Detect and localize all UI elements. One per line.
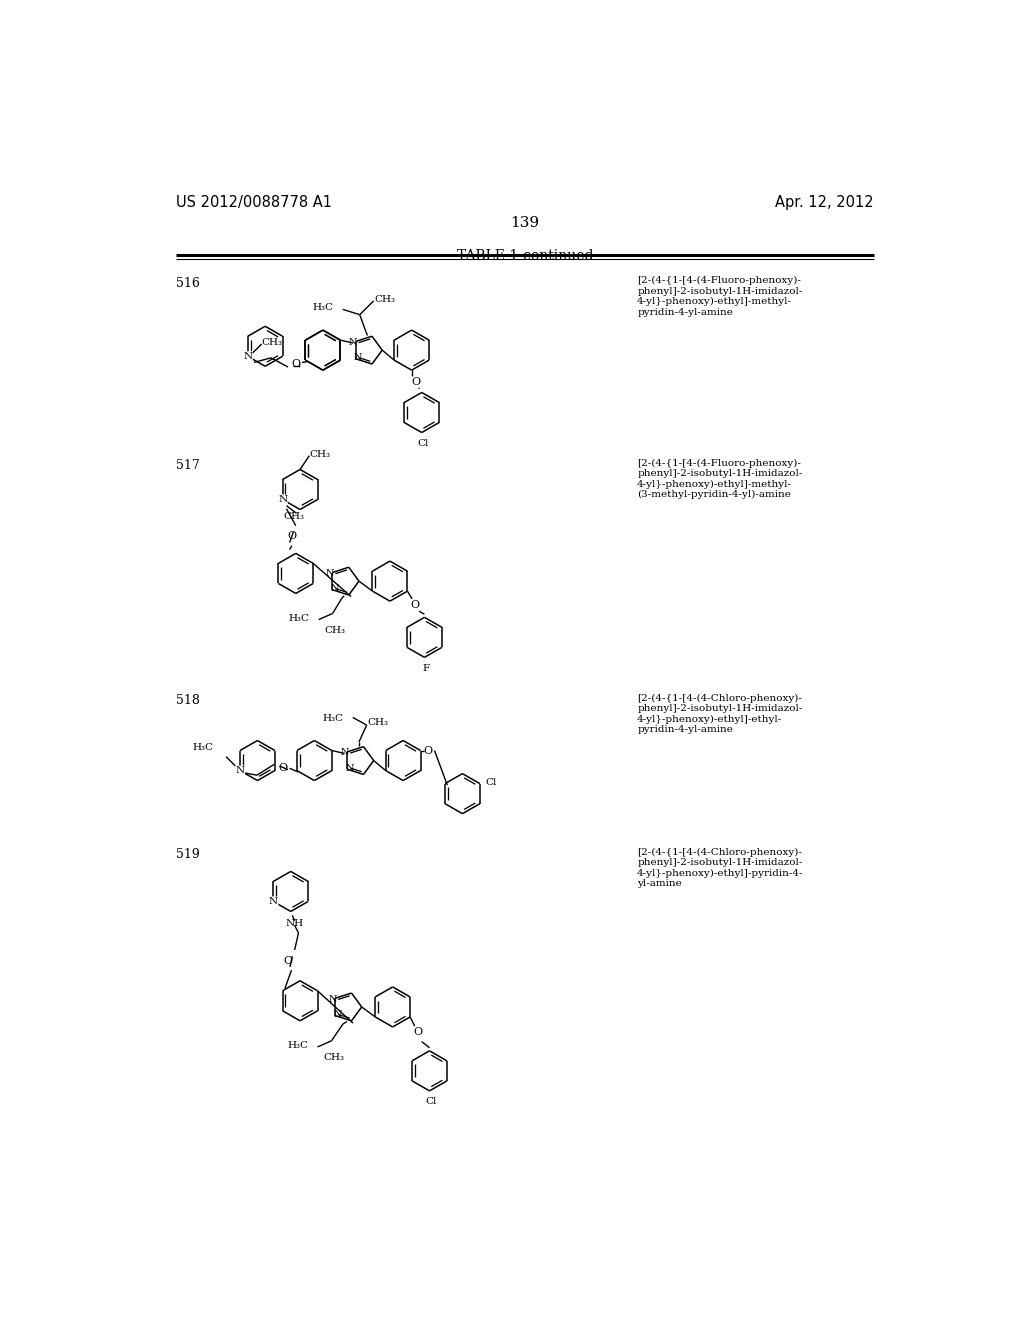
Text: F: F	[423, 664, 429, 673]
Text: 139: 139	[510, 216, 540, 230]
Text: N: N	[236, 766, 245, 775]
Text: US 2012/0088778 A1: US 2012/0088778 A1	[176, 195, 332, 210]
Text: CH₃: CH₃	[374, 294, 395, 304]
Text: N: N	[279, 495, 287, 504]
Text: CH₃: CH₃	[324, 1053, 344, 1063]
Text: Cl: Cl	[418, 438, 429, 447]
Text: O: O	[279, 763, 288, 774]
Text: CH₃: CH₃	[309, 450, 331, 458]
Text: 518: 518	[176, 693, 200, 706]
Text: NH: NH	[286, 919, 304, 928]
Text: TABLE 1-continued: TABLE 1-continued	[457, 249, 593, 263]
Text: H₃C: H₃C	[193, 743, 214, 752]
Text: [2-(4-{1-[4-(4-Fluoro-phenoxy)-
phenyl]-2-isobutyl-1H-imidazol-
4-yl}-phenoxy)-e: [2-(4-{1-[4-(4-Fluoro-phenoxy)- phenyl]-…	[637, 459, 803, 499]
Text: H₃C: H₃C	[312, 302, 334, 312]
Text: O: O	[414, 1027, 423, 1038]
Text: N: N	[331, 585, 339, 594]
Text: 516: 516	[176, 277, 200, 290]
Text: N: N	[329, 994, 337, 1003]
Text: O: O	[291, 359, 300, 370]
Text: N: N	[345, 764, 353, 774]
Text: [2-(4-{1-[4-(4-Fluoro-phenoxy)-
phenyl]-2-isobutyl-1H-imidazol-
4-yl}-phenoxy)-e: [2-(4-{1-[4-(4-Fluoro-phenoxy)- phenyl]-…	[637, 276, 803, 317]
Text: Cl: Cl	[425, 1097, 437, 1106]
Text: O: O	[424, 746, 433, 755]
Text: O: O	[411, 601, 420, 610]
Text: O: O	[411, 376, 420, 387]
Text: N: N	[349, 338, 357, 347]
Text: N: N	[268, 898, 278, 906]
Text: [2-(4-{1-[4-(4-Chloro-phenoxy)-
phenyl]-2-isobutyl-1H-imidazol-
4-yl}-phenoxy)-e: [2-(4-{1-[4-(4-Chloro-phenoxy)- phenyl]-…	[637, 847, 804, 888]
Text: 519: 519	[176, 847, 200, 861]
Text: CH₃: CH₃	[283, 512, 304, 521]
Text: CH₃: CH₃	[325, 626, 345, 635]
Text: N: N	[243, 352, 252, 360]
Text: H₃C: H₃C	[323, 714, 343, 723]
Text: O: O	[284, 956, 293, 966]
Text: CH₃: CH₃	[367, 718, 388, 727]
Text: H₃C: H₃C	[287, 1041, 308, 1049]
Text: Cl: Cl	[485, 777, 497, 787]
Text: H₃C: H₃C	[289, 614, 309, 623]
Text: O: O	[288, 532, 297, 541]
Text: N: N	[333, 1010, 342, 1019]
Text: CH₃: CH₃	[261, 338, 283, 347]
Text: 517: 517	[176, 459, 200, 471]
Text: N: N	[340, 748, 349, 758]
Text: [2-(4-{1-[4-(4-Chloro-phenoxy)-
phenyl]-2-isobutyl-1H-imidazol-
4-yl}-phenoxy)-e: [2-(4-{1-[4-(4-Chloro-phenoxy)- phenyl]-…	[637, 693, 803, 734]
Text: N: N	[353, 354, 362, 363]
Text: N: N	[326, 569, 334, 578]
Text: Apr. 12, 2012: Apr. 12, 2012	[775, 195, 873, 210]
